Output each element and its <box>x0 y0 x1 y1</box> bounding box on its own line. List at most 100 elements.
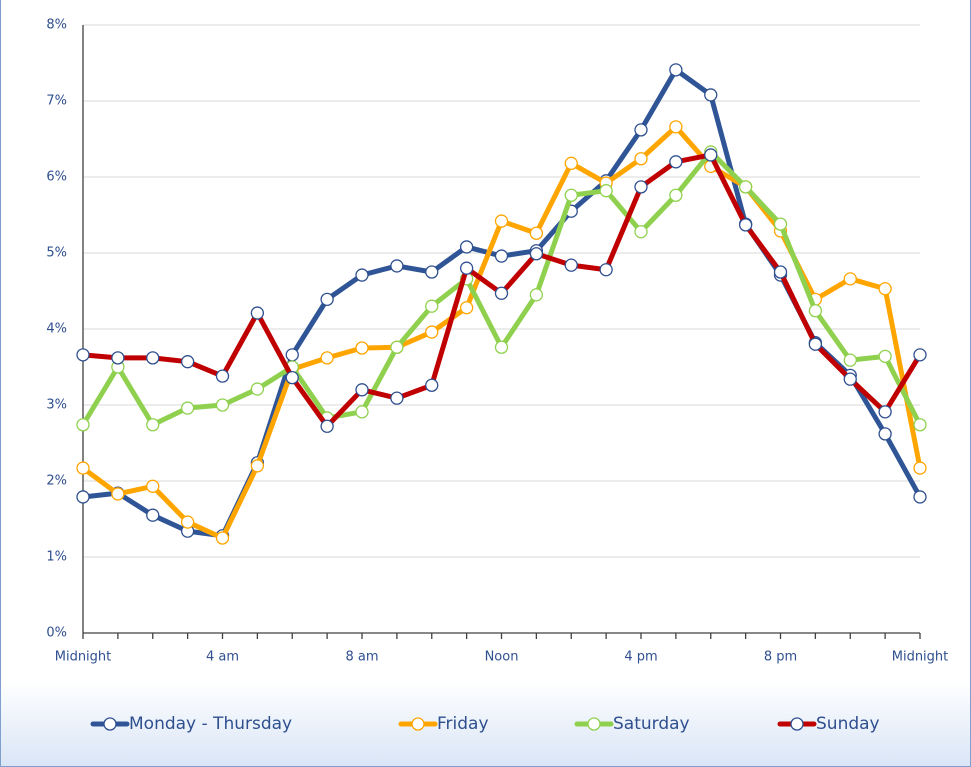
data-point <box>599 263 613 277</box>
data-point <box>285 348 299 362</box>
data-point <box>320 419 334 433</box>
data-point <box>111 351 125 365</box>
data-point <box>669 120 683 134</box>
data-point <box>146 418 160 432</box>
y-tick-label: 1% <box>46 550 67 565</box>
data-point <box>564 258 578 272</box>
data-point <box>320 351 334 365</box>
data-point <box>738 218 753 232</box>
data-point <box>878 427 892 441</box>
y-tick-label: 3% <box>46 398 67 413</box>
data-point <box>285 370 299 385</box>
data-point <box>564 188 578 202</box>
x-tick-label: 8 pm <box>764 650 797 665</box>
data-point <box>425 265 439 279</box>
data-point <box>355 268 369 282</box>
data-point <box>878 405 892 419</box>
legend-label: Sunday <box>816 714 880 734</box>
data-point <box>564 156 578 170</box>
data-point <box>425 325 439 339</box>
data-point <box>180 355 195 369</box>
data-point <box>355 405 369 419</box>
data-point <box>738 180 753 194</box>
data-point <box>634 180 648 194</box>
legend-marker <box>587 717 601 731</box>
data-point <box>843 272 857 286</box>
data-point <box>425 299 439 313</box>
data-point <box>913 348 927 362</box>
data-point <box>599 184 613 198</box>
data-point <box>494 214 509 228</box>
data-point <box>390 340 404 354</box>
data-point <box>843 353 857 367</box>
legend-marker <box>411 717 425 731</box>
data-point <box>634 152 648 166</box>
data-point <box>180 401 195 415</box>
y-tick-label: 8% <box>46 18 67 33</box>
data-point <box>529 288 544 302</box>
data-point <box>355 383 369 397</box>
data-point <box>808 337 823 351</box>
data-point <box>773 265 788 279</box>
data-point <box>459 240 474 254</box>
y-tick-label: 0% <box>46 626 67 641</box>
data-point <box>180 515 195 529</box>
data-point <box>704 148 718 162</box>
data-point <box>250 459 265 473</box>
y-tick-label: 6% <box>46 170 67 185</box>
data-point <box>146 508 160 522</box>
data-point <box>669 63 683 77</box>
data-point <box>76 490 90 504</box>
data-point <box>459 301 474 315</box>
y-tick-label: 2% <box>46 474 67 489</box>
data-point <box>843 372 857 386</box>
data-point <box>215 531 230 545</box>
x-tick-label: Midnight <box>55 650 112 665</box>
data-point <box>76 348 90 362</box>
data-point <box>459 261 474 275</box>
data-point <box>215 369 230 383</box>
x-tick-label: Noon <box>485 650 519 665</box>
data-point <box>390 259 404 273</box>
y-tick-label: 7% <box>46 94 67 109</box>
data-point <box>250 306 265 320</box>
data-point <box>669 188 683 202</box>
data-point <box>76 461 90 475</box>
data-point <box>494 249 509 263</box>
data-point <box>425 378 439 392</box>
data-point <box>634 225 648 239</box>
data-point <box>390 391 404 405</box>
data-point <box>808 304 823 318</box>
data-point <box>494 286 509 300</box>
data-point <box>773 217 788 231</box>
data-point <box>878 349 892 364</box>
data-point <box>913 461 927 475</box>
data-point <box>634 123 648 137</box>
data-point <box>669 155 683 169</box>
legend: Monday - Thursday Friday Saturday Sunday <box>90 714 880 734</box>
data-point <box>215 398 230 412</box>
x-tick-label: 4 pm <box>624 650 657 665</box>
data-point <box>878 282 892 296</box>
data-point <box>320 292 334 307</box>
data-point <box>250 382 265 396</box>
data-point <box>529 247 544 261</box>
x-tick-label: Midnight <box>892 650 949 665</box>
data-point <box>704 88 718 102</box>
data-point <box>494 340 509 354</box>
plot-area: 0% 1% 2% 3% 4% 5% 6% 7% 8% Midnight 4 am 8 am Noon 4 … <box>46 18 948 665</box>
data-point <box>355 341 369 355</box>
data-point <box>146 479 160 493</box>
data-point <box>913 418 927 432</box>
legend-label: Monday - Thursday <box>129 714 292 734</box>
x-tick-label: 4 am <box>206 650 239 665</box>
x-tick-label: 8 am <box>345 650 378 665</box>
data-point <box>529 226 544 240</box>
legend-label: Friday <box>437 714 489 734</box>
data-point <box>76 418 90 432</box>
y-tick-label: 4% <box>46 322 67 337</box>
y-tick-label: 5% <box>46 246 67 261</box>
data-point <box>111 487 125 501</box>
data-point <box>913 490 927 504</box>
